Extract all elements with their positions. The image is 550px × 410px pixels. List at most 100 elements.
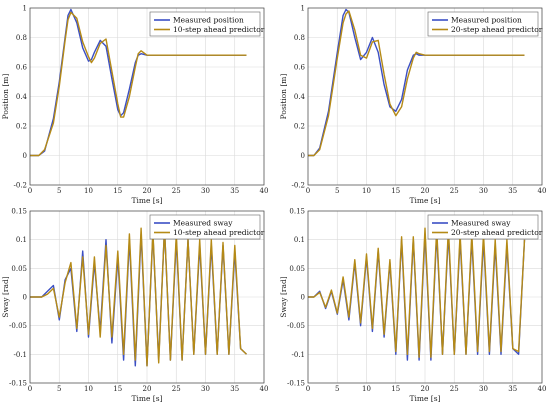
x-tick-label: 10 <box>84 385 93 393</box>
x-tick-label: 25 <box>172 385 181 393</box>
y-tick-label: 0.2 <box>294 123 305 131</box>
legend-entry: 20-step ahead predictor <box>451 228 543 237</box>
series-line-predictor <box>308 227 526 358</box>
y-tick-label: 0.05 <box>11 265 27 273</box>
y-tick-label: 0.15 <box>11 208 27 216</box>
x-tick-label: 35 <box>230 385 239 393</box>
x-tick-label: 30 <box>201 187 210 195</box>
x-tick-label: 40 <box>538 187 547 195</box>
series-line-predictor <box>30 11 247 157</box>
x-tick-label: 40 <box>538 385 547 393</box>
x-tick-label: 30 <box>479 187 488 195</box>
legend-entry: 10-step ahead predictor <box>173 228 265 237</box>
series-line-measured <box>308 8 525 157</box>
x-tick-label: 15 <box>391 385 400 393</box>
x-tick-label: 40 <box>260 187 269 195</box>
x-tick-label: 0 <box>28 385 32 393</box>
y-axis-label: Sway [rad] <box>1 276 10 317</box>
y-tick-label: -0.05 <box>287 322 305 330</box>
x-tick-label: 10 <box>362 385 371 393</box>
y-tick-label: 0.15 <box>289 208 305 216</box>
x-axis-label: Time [s] <box>131 196 162 205</box>
y-tick-label: 0.6 <box>16 64 28 72</box>
x-tick-label: 10 <box>362 187 371 195</box>
x-tick-label: 30 <box>479 385 488 393</box>
x-tick-label: 15 <box>113 385 122 393</box>
y-tick-label: -0.1 <box>14 351 28 359</box>
legend-entry: Measured position <box>173 16 244 25</box>
x-tick-label: 5 <box>335 385 339 393</box>
y-tick-label: -0.15 <box>9 380 27 388</box>
x-tick-label: 25 <box>172 187 181 195</box>
series-line-predictor <box>30 227 247 367</box>
y-axis-label: Sway [rad] <box>279 276 288 317</box>
y-tick-label: 0 <box>301 294 305 302</box>
y-tick-label: 0.8 <box>294 34 305 42</box>
legend-entry: Measured sway <box>451 219 511 228</box>
y-tick-label: 0 <box>301 152 305 160</box>
x-tick-label: 15 <box>113 187 122 195</box>
y-tick-label: 0.1 <box>16 236 27 244</box>
plot-frame <box>29 7 265 186</box>
x-tick-label: 0 <box>306 385 310 393</box>
y-tick-label: 0.4 <box>16 93 28 101</box>
x-tick-label: 30 <box>201 385 210 393</box>
plot-frame <box>307 210 543 384</box>
legend-box <box>149 214 261 240</box>
y-axis-label: Position [m] <box>279 74 288 120</box>
y-tick-label: -0.2 <box>292 182 306 190</box>
y-tick-label: 0.05 <box>289 265 305 273</box>
x-tick-label: 20 <box>421 187 430 195</box>
y-tick-label: -0.05 <box>9 322 27 330</box>
x-tick-label: 5 <box>57 385 61 393</box>
x-tick-label: 25 <box>450 385 459 393</box>
y-tick-label: -0.2 <box>14 182 28 190</box>
plot-frame <box>307 7 543 186</box>
x-tick-label: 10 <box>84 187 93 195</box>
x-tick-label: 5 <box>335 187 339 195</box>
legend-box <box>427 214 539 240</box>
x-tick-label: 35 <box>230 187 239 195</box>
y-tick-label: -0.1 <box>292 351 306 359</box>
legend-box <box>149 11 261 37</box>
x-tick-label: 0 <box>28 187 32 195</box>
legend-entry: Measured position <box>451 16 522 25</box>
y-tick-label: 0.1 <box>294 236 305 244</box>
y-tick-label: 0.6 <box>294 64 306 72</box>
x-tick-label: 15 <box>391 187 400 195</box>
x-tick-label: 20 <box>143 385 152 393</box>
chart-panel-sway-20-step: 0 5 10 15 20 25 30 35 40 -0.15 -0.1 -0.05 0 0.05 0.1 0.… <box>279 208 546 404</box>
x-tick-label: 5 <box>57 187 61 195</box>
x-axis-label: Time [s] <box>409 196 440 205</box>
y-tick-label: 1 <box>301 5 305 13</box>
y-tick-label: 0 <box>23 294 27 302</box>
legend-entry: Measured sway <box>173 219 233 228</box>
legend-entry: 20-step ahead predictor <box>451 25 543 34</box>
y-axis-label: Position [m] <box>1 74 10 120</box>
y-tick-label: 1 <box>23 5 27 13</box>
x-axis-label: Time [s] <box>131 394 162 403</box>
y-tick-label: 0.4 <box>294 93 306 101</box>
legend-entry: 10-step ahead predictor <box>173 25 265 34</box>
y-tick-label: 0.2 <box>16 123 27 131</box>
x-tick-label: 40 <box>260 385 269 393</box>
series-line-predictor <box>308 10 525 157</box>
x-tick-label: 20 <box>143 187 152 195</box>
x-tick-label: 25 <box>450 187 459 195</box>
y-tick-label: 0 <box>23 152 27 160</box>
y-tick-label: 0.8 <box>16 34 27 42</box>
plot-frame <box>29 210 265 384</box>
x-tick-label: 35 <box>508 187 517 195</box>
legend-box <box>427 11 539 37</box>
x-tick-label: 0 <box>306 187 310 195</box>
chart-panel-sway-10-step: 0 5 10 15 20 25 30 35 40 -0.15 -0.1 -0.05 0 0.05 0.1 0.… <box>1 208 268 404</box>
x-axis-label: Time [s] <box>409 394 440 403</box>
x-tick-label: 20 <box>421 385 430 393</box>
y-tick-label: -0.15 <box>287 380 305 388</box>
